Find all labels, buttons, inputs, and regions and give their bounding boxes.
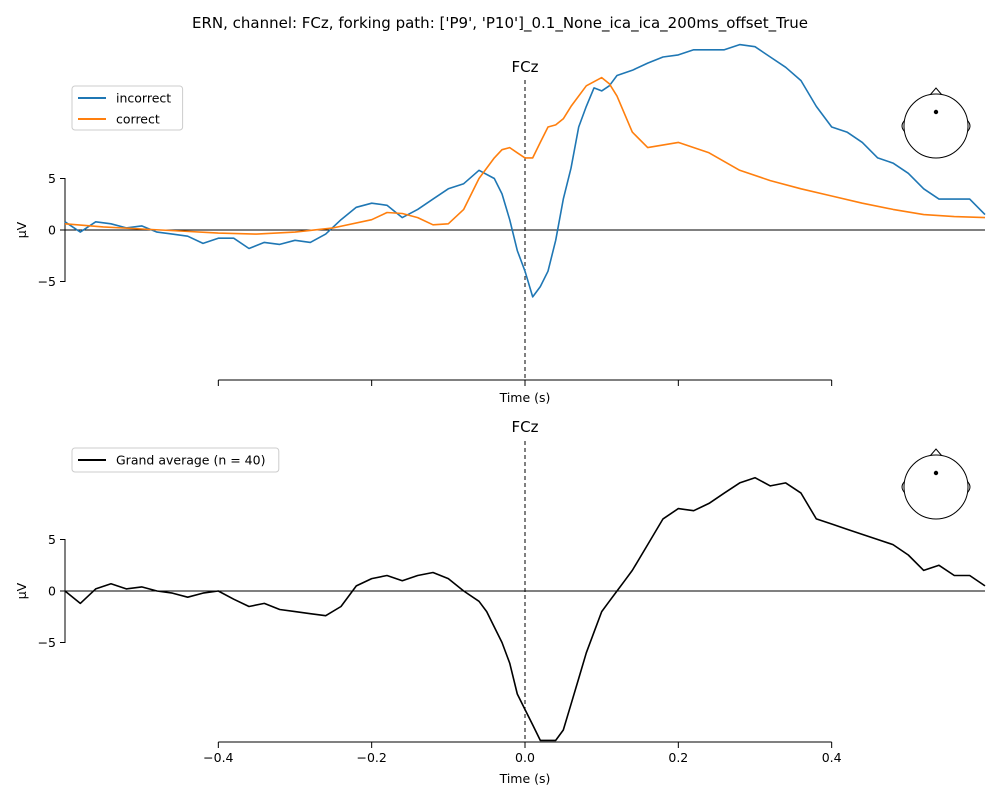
erp-panel-grand-average: FCz −5 0 5 µV −0.4 −0.2 0.0 0.2 0.4 Time (s) Grand … [14,418,986,786]
y-tick-label: 0 [48,223,56,238]
x-tick-label: 0.2 [668,750,688,765]
legend-label: Grand average (n = 40) [116,453,265,468]
x-tick-label: −0.2 [356,750,386,765]
sensor-dot [933,470,939,476]
series-line-incorrect [64,43,986,298]
legend-box [71,447,280,473]
x-tick-label: 0.0 [515,750,535,765]
y-tick-label: 5 [48,171,56,186]
y-tick-label: 5 [48,532,56,547]
head-sensor-icon [901,87,971,159]
y-axis-label: µV [14,582,29,599]
y-tick-label: 0 [48,584,56,599]
y-axis-label: µV [14,221,29,238]
x-tick-label: 0.4 [822,750,842,765]
y-tick-label: −5 [38,274,56,289]
panel-title: FCz [512,58,539,76]
figure-title: ERN, channel: FCz, forking path: ['P9', … [192,14,808,33]
x-axis-label: Time (s) [499,390,551,405]
legend-label: correct [116,112,160,127]
x-tick-label: −0.4 [203,750,233,765]
x-axis-label: Time (s) [499,771,551,786]
sensor-dot [933,109,939,115]
series-line-grand-average-n-40 [64,476,986,742]
legend-label: incorrect [116,91,171,106]
erp-panel-conditions: FCz −5 0 5 µV Time (s) incorrect correct [14,43,986,405]
y-tick-label: −5 [38,635,56,650]
series-line-correct [64,76,986,235]
panel-title: FCz [512,418,539,436]
head-sensor-icon [901,448,971,520]
